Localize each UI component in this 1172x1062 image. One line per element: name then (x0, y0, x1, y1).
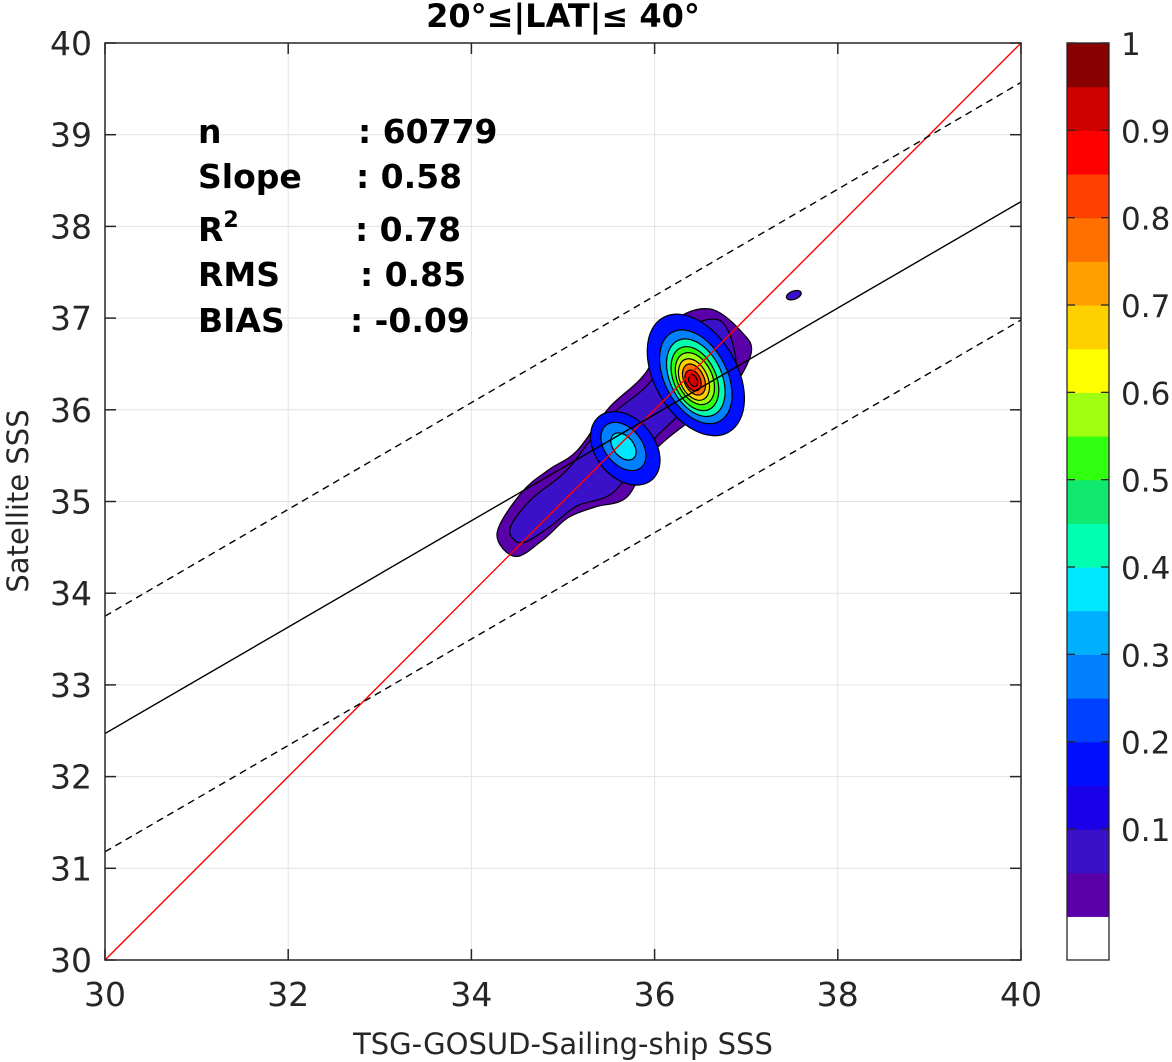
colorbar-tick-label: 0.7 (1121, 289, 1170, 325)
colorbar-segment (1067, 654, 1109, 699)
colorbar-frame (1066, 42, 1110, 961)
x-axis-label: TSG-GOSUD-Sailing-ship SSS (352, 1027, 773, 1061)
colorbar-segment (1067, 567, 1109, 612)
y-tick-label: 37 (50, 299, 92, 338)
one-to-one-line (105, 43, 1021, 960)
contour-band (610, 432, 637, 461)
contour-band-isolated (785, 289, 802, 301)
axis-ticks: 30 32 34 36 38 40 30 31 32 33 34 35 36 37 38 39 40 (50, 24, 1042, 1014)
y-tick-label: 31 (50, 849, 92, 888)
stat-value: : 0.58 (356, 157, 462, 196)
grid (104, 42, 1022, 961)
reference-lines (105, 43, 1021, 960)
colorbar-segment (1067, 43, 1109, 88)
stat-value: : 60779 (358, 112, 498, 151)
colorbar-segment (1067, 829, 1109, 874)
colorbar-segment (1067, 174, 1109, 219)
contour-band (687, 373, 699, 388)
x-tick-label: 38 (817, 975, 859, 1014)
y-tick-label: 33 (50, 666, 92, 705)
y-tick-label: 40 (50, 24, 92, 63)
x-tick-label: 30 (84, 975, 126, 1014)
colorbar-segment (1067, 872, 1109, 917)
y-tick-label: 35 (50, 483, 92, 522)
colorbar-segment (1067, 261, 1109, 306)
colorbar-segment (1067, 523, 1109, 568)
colorbar-segment (1067, 130, 1109, 175)
y-tick-label: 39 (50, 116, 92, 155)
regression-minus-rms-line (105, 319, 1021, 853)
colorbar-tick-label: 0.8 (1121, 202, 1170, 238)
stat-label: n (198, 112, 222, 151)
colorbar-segment (1067, 305, 1109, 350)
colorbar-tick-label: 0.9 (1121, 114, 1170, 150)
colorbar-segment (1067, 916, 1109, 961)
regression-plus-rms-line (105, 81, 1021, 617)
y-tick-label: 34 (50, 574, 92, 613)
y-tick-label: 38 (50, 207, 92, 246)
colorbar-segment (1067, 698, 1109, 743)
colorbar-segment (1067, 392, 1109, 437)
stat-superscript: 2 (223, 208, 238, 233)
x-tick-label: 40 (1000, 975, 1042, 1014)
x-tick-label: 32 (267, 975, 309, 1014)
colorbar-tick-label: 0.5 (1121, 464, 1170, 500)
x-tick-label: 36 (634, 975, 676, 1014)
stat-label: BIAS (198, 301, 285, 340)
colorbar: 0.1 0.2 0.3 0.4 0.5 0.6 0.7 0.8 0.9 1 (1066, 27, 1170, 961)
colorbar-segment (1067, 741, 1109, 786)
stat-value: : 0.78 (355, 210, 461, 249)
colorbar-segment (1067, 86, 1109, 131)
colorbar-tick-label: 0.1 (1121, 813, 1170, 849)
regression-line (105, 201, 1021, 735)
colorbar-tick-label: 0.4 (1121, 551, 1170, 587)
y-axis-label: Satellite SSS (1, 409, 35, 592)
stat-label: Slope (198, 157, 302, 196)
colorbar-segment (1067, 348, 1109, 393)
stat-value: : -0.09 (350, 301, 470, 340)
colorbar-segment (1067, 217, 1109, 262)
y-tick-label: 32 (50, 758, 92, 797)
y-tick-label: 36 (50, 391, 92, 430)
colorbar-segment (1067, 479, 1109, 524)
stat-value: : 0.85 (360, 255, 466, 294)
colorbar-segment (1067, 785, 1109, 830)
colorbar-tick-label: 0.3 (1121, 638, 1170, 674)
stat-label: RMS (198, 255, 280, 294)
y-tick-label: 30 (50, 941, 92, 980)
colorbar-segment (1067, 610, 1109, 655)
colorbar-tick-label: 1 (1121, 27, 1141, 63)
colorbar-segment (1067, 436, 1109, 481)
colorbar-tick-label: 0.2 (1121, 726, 1170, 762)
x-tick-label: 34 (450, 975, 492, 1014)
chart-title: 20°≤|LAT|≤ 40° (426, 0, 700, 36)
colorbar-tick-label: 0.6 (1121, 376, 1170, 412)
